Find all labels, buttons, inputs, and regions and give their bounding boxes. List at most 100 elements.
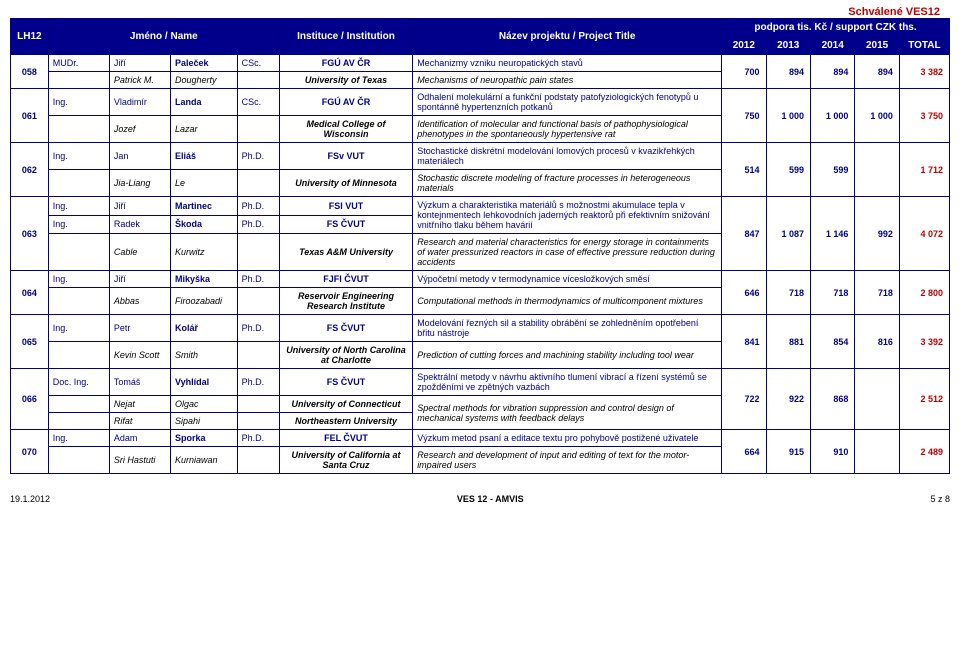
val-2015: 718 — [855, 271, 899, 315]
last-cz: Mikyška — [170, 271, 237, 288]
proj-cz: Modelování řezných sil a stability obráb… — [413, 315, 722, 342]
last-en2: Sipahi — [170, 413, 237, 430]
project-id: 063 — [11, 197, 49, 271]
val-2013: 915 — [766, 430, 810, 474]
proj-en: Mechanisms of neuropathic pain states — [413, 72, 722, 89]
title-cz: Ing. — [48, 143, 109, 170]
val-2012: 700 — [722, 55, 766, 89]
col-2013: 2013 — [766, 37, 810, 55]
val-2013: 922 — [766, 369, 810, 430]
project-id: 064 — [11, 271, 49, 315]
proj-cz: Výzkum metod psaní a editace textu pro p… — [413, 430, 722, 447]
first-en: Cable — [109, 234, 170, 271]
empty-cell — [48, 413, 109, 430]
val-total: 2 489 — [899, 430, 949, 474]
title-cz: Ing. — [48, 89, 109, 116]
val-2012: 664 — [722, 430, 766, 474]
first-cz: Vladimír — [109, 89, 170, 116]
last-en: Dougherty — [170, 72, 237, 89]
project-id: 061 — [11, 89, 49, 143]
empty-cell — [237, 396, 279, 413]
inst-en: University of Connecticut — [279, 396, 412, 413]
first-cz: Jiří — [109, 197, 170, 216]
val-2014: 599 — [810, 143, 854, 197]
empty-cell — [237, 234, 279, 271]
last-cz: Vyhlídal — [170, 369, 237, 396]
inst-cz: FGÚ AV ČR — [279, 55, 412, 72]
page-title: Schválené VES12 — [10, 6, 950, 18]
val-2014: 868 — [810, 369, 854, 430]
proj-en: Stochastic discrete modeling of fracture… — [413, 170, 722, 197]
footer-center: VES 12 - AMVIS — [457, 494, 524, 504]
project-id: 066 — [11, 369, 49, 430]
val-2012: 646 — [722, 271, 766, 315]
proj-en: Spectral methods for vibration suppressi… — [413, 396, 722, 430]
proj-en: Identification of molecular and function… — [413, 116, 722, 143]
inst-en: Medical College of Wisconsin — [279, 116, 412, 143]
empty-cell — [48, 234, 109, 271]
empty-cell — [48, 447, 109, 474]
inst-cz: FEL ČVUT — [279, 430, 412, 447]
val-2015: 816 — [855, 315, 899, 369]
val-total: 2 512 — [899, 369, 949, 430]
first-cz: Tomáš — [109, 369, 170, 396]
degree-cz: Ph.D. — [237, 315, 279, 342]
val-2015 — [855, 369, 899, 430]
val-2014: 1 146 — [810, 197, 854, 271]
title-cz2: Ing. — [48, 215, 109, 234]
val-2012: 847 — [722, 197, 766, 271]
first-en: Nejat — [109, 396, 170, 413]
first-cz: Jan — [109, 143, 170, 170]
empty-cell — [237, 170, 279, 197]
proj-cz: Spektrální metody v návrhu aktivního tlu… — [413, 369, 722, 396]
col-total: TOTAL — [899, 37, 949, 55]
inst-en: Texas A&M University — [279, 234, 412, 271]
first-en: Jozef — [109, 116, 170, 143]
proj-en: Research and development of input and ed… — [413, 447, 722, 474]
last-cz2: Škoda — [170, 215, 237, 234]
first-cz: Adam — [109, 430, 170, 447]
val-2013: 1 000 — [766, 89, 810, 143]
inst-en2: Northeastern University — [279, 413, 412, 430]
last-en: Smith — [170, 342, 237, 369]
proj-en: Computational methods in thermodynamics … — [413, 288, 722, 315]
project-id: 065 — [11, 315, 49, 369]
first-en: Abbas — [109, 288, 170, 315]
title-cz: Doc. Ing. — [48, 369, 109, 396]
last-en: Kurwitz — [170, 234, 237, 271]
col-inst: Instituce / Institution — [279, 19, 412, 55]
first-cz: Jiří — [109, 271, 170, 288]
last-en: Firoozabadi — [170, 288, 237, 315]
inst-cz: FS ČVUT — [279, 315, 412, 342]
degree-cz: Ph.D. — [237, 271, 279, 288]
degree-cz2: Ph.D. — [237, 215, 279, 234]
proj-cz: Mechanizmy vzniku neuropatických stavů — [413, 55, 722, 72]
col-2015: 2015 — [855, 37, 899, 55]
proj-cz: Odhalení molekulární a funkční podstaty … — [413, 89, 722, 116]
val-total: 3 382 — [899, 55, 949, 89]
inst-en: Reservoir Engineering Research Institute — [279, 288, 412, 315]
proj-en: Research and material characteristics fo… — [413, 234, 722, 271]
empty-cell — [48, 342, 109, 369]
col-2012: 2012 — [722, 37, 766, 55]
degree-cz: Ph.D. — [237, 430, 279, 447]
inst-cz: FSI VUT — [279, 197, 412, 216]
first-cz: Petr — [109, 315, 170, 342]
first-cz: Jiří — [109, 55, 170, 72]
val-2013: 881 — [766, 315, 810, 369]
col-support: podpora tis. Kč / support CZK ths. — [722, 19, 950, 37]
proj-en: Prediction of cutting forces and machini… — [413, 342, 722, 369]
inst-en: University of Minnesota — [279, 170, 412, 197]
last-cz: Landa — [170, 89, 237, 116]
footer-page: 5 z 8 — [930, 494, 950, 504]
val-2014: 1 000 — [810, 89, 854, 143]
title-cz: Ing. — [48, 315, 109, 342]
proj-cz: Výpočetní metody v termodynamice víceslo… — [413, 271, 722, 288]
last-en: Lazar — [170, 116, 237, 143]
footer-date: 19.1.2012 — [10, 494, 50, 504]
val-2012: 750 — [722, 89, 766, 143]
val-2012: 722 — [722, 369, 766, 430]
empty-cell — [237, 413, 279, 430]
val-2014: 718 — [810, 271, 854, 315]
first-en2: Rifat — [109, 413, 170, 430]
